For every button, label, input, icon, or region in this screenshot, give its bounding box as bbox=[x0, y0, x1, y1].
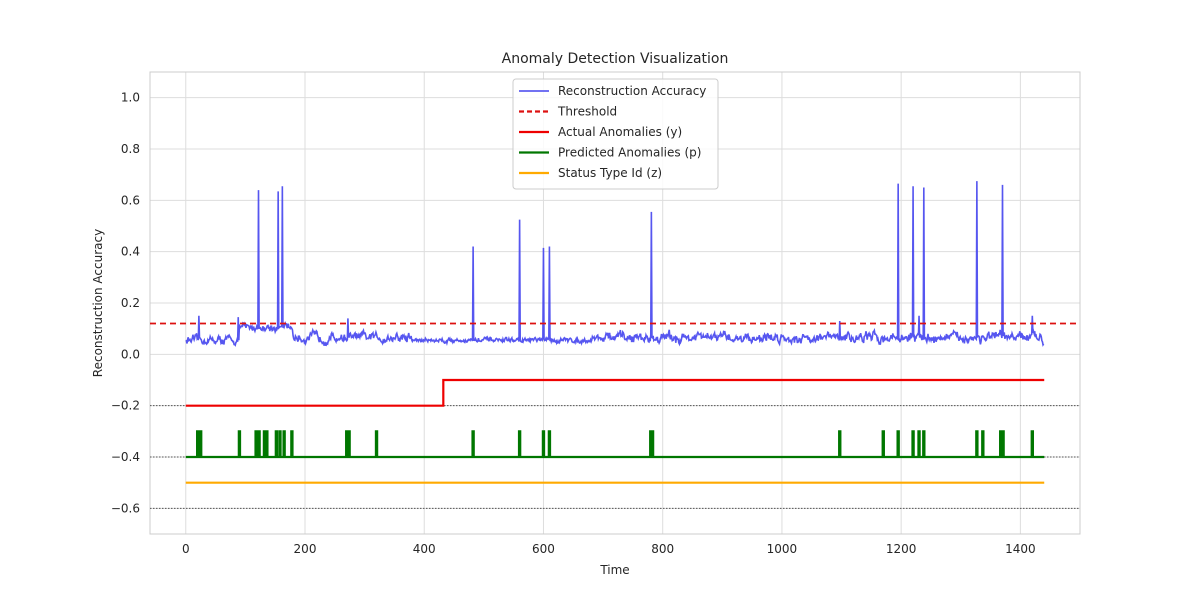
y-tick-label: 0.2 bbox=[121, 296, 140, 310]
legend-label: Predicted Anomalies (p) bbox=[558, 146, 701, 160]
series-layer bbox=[150, 181, 1080, 484]
series-actual-anomalies bbox=[185, 378, 1045, 407]
y-tick-label: −0.4 bbox=[111, 450, 140, 464]
legend-label: Actual Anomalies (y) bbox=[558, 125, 682, 139]
x-tick-label: 400 bbox=[413, 542, 436, 556]
series-predicted-anomalies bbox=[185, 430, 1045, 459]
x-tick-label: 200 bbox=[294, 542, 317, 556]
x-tick-label: 0 bbox=[182, 542, 190, 556]
y-tick-label: 0.4 bbox=[121, 245, 140, 259]
legend-label: Reconstruction Accuracy bbox=[558, 84, 706, 98]
legend-box bbox=[512, 78, 719, 190]
x-tick-label: 600 bbox=[532, 542, 555, 556]
x-axis-label: Time bbox=[599, 563, 629, 577]
plot-frame bbox=[149, 71, 1081, 535]
tick-labels: 0 200 400 600 800 1000 1200 1400 −0.6 −0.4 −0.2 0.0… bbox=[111, 91, 1036, 556]
y-tick-label: 0.8 bbox=[121, 142, 140, 156]
y-axis-label: Reconstruction Accuracy bbox=[91, 229, 105, 377]
x-tick-label: 1000 bbox=[767, 542, 798, 556]
x-tick-label: 1400 bbox=[1005, 542, 1036, 556]
y-tick-label: −0.2 bbox=[111, 399, 140, 413]
series-reconstruction-accuracy bbox=[185, 181, 1045, 347]
legend-label: Status Type Id (z) bbox=[558, 166, 662, 180]
y-tick-label: −0.6 bbox=[111, 501, 140, 515]
y-tick-label: 0.0 bbox=[121, 347, 140, 361]
chart-title: Anomaly Detection Visualization bbox=[502, 51, 729, 67]
legend-label: Threshold bbox=[557, 105, 617, 119]
y-tick-label: 0.6 bbox=[121, 193, 140, 207]
y-tick-label: 1.0 bbox=[121, 91, 140, 105]
x-tick-label: 800 bbox=[651, 542, 674, 556]
x-tick-label: 1200 bbox=[886, 542, 917, 556]
legend: Reconstruction Accuracy Threshold Actual A… bbox=[512, 78, 719, 190]
